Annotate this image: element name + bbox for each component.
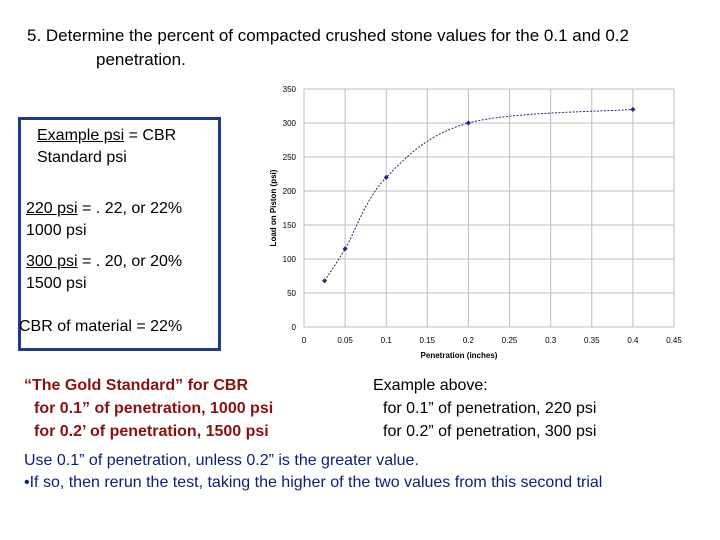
gold-standard-02: for 0.2’ of penetration, 1500 psi <box>34 423 269 440</box>
calc-02-denominator: 1500 psi <box>26 275 87 292</box>
y-tick-label: 200 <box>283 187 297 196</box>
data-point <box>322 278 328 284</box>
y-tick-label: 150 <box>283 221 297 230</box>
y-tick-label: 100 <box>283 255 297 264</box>
calc-formula-numerator: Example psi <box>37 127 125 144</box>
data-point <box>342 246 348 252</box>
data-point <box>465 120 471 126</box>
y-tick-label: 350 <box>283 85 297 94</box>
calc-02-line: 300 psi = . 20, or 20% <box>26 252 182 272</box>
x-axis-label: Penetration (inches) <box>421 351 498 360</box>
y-tick-label: 300 <box>283 119 297 128</box>
y-tick-labels: 0 50 100 150 200 250 300 350 <box>283 85 297 332</box>
calc-formula-rest: = CBR <box>124 127 177 144</box>
x-tick-label: 0.3 <box>545 336 557 345</box>
data-point <box>630 106 636 112</box>
calc-formula-denominator: Standard psi <box>37 149 127 166</box>
x-tick-label: 0.15 <box>420 336 436 345</box>
x-tick-label: 0.05 <box>337 336 353 345</box>
series-line <box>324 108 633 282</box>
y-tick-label: 50 <box>287 289 296 298</box>
x-tick-label: 0.2 <box>463 336 475 345</box>
example-above-02: for 0.2” of penetration, 300 psi <box>383 423 597 440</box>
y-tick-label: 250 <box>283 153 297 162</box>
x-tick-label: 0.1 <box>381 336 393 345</box>
load-penetration-chart: 0 0.05 0.1 0.15 0.2 0.25 0.3 0.35 0.4 0.45 0 50 100… <box>269 85 683 360</box>
calc-01-result: = . 22, or 22% <box>77 200 183 217</box>
calc-02-numerator: 300 psi <box>26 253 78 270</box>
series-points <box>322 106 636 284</box>
calc-02-result: = . 20, or 20% <box>77 253 183 270</box>
footer-note-1: Use 0.1” of penetration, unless 0.2” is … <box>24 452 419 469</box>
x-tick-labels: 0 0.05 0.1 0.15 0.2 0.25 0.3 0.35 0.4 0.45 <box>302 336 683 345</box>
gold-standard-title: “The Gold Standard” for CBR <box>24 377 248 394</box>
gold-standard-01: for 0.1” of penetration, 1000 psi <box>34 400 274 417</box>
slide-title-line-1: 5. Determine the percent of compacted cr… <box>27 26 629 45</box>
x-tick-label: 0.45 <box>666 336 682 345</box>
y-tick-label: 0 <box>292 323 297 332</box>
cbr-of-material: CBR of material = 22% <box>19 318 183 335</box>
calc-formula-line: Example psi = CBR <box>37 126 176 146</box>
example-above-title: Example above: <box>373 377 488 394</box>
calculation-box: Example psi = CBR Standard psi 220 psi =… <box>18 117 221 351</box>
calc-01-line: 220 psi = . 22, or 22% <box>26 199 182 219</box>
x-tick-label: 0.25 <box>502 336 518 345</box>
y-axis-label: Load on Piston (psi) <box>269 169 278 246</box>
data-point <box>383 174 389 180</box>
chart-grid <box>303 88 675 328</box>
footer-note-2: •If so, then rerun the test, taking the … <box>24 474 603 491</box>
calc-01-numerator: 220 psi <box>26 200 78 217</box>
slide-title-line-2: penetration. <box>96 50 186 69</box>
x-tick-label: 0 <box>302 336 307 345</box>
x-tick-label: 0.35 <box>584 336 600 345</box>
calc-01-denominator: 1000 psi <box>26 222 87 239</box>
x-tick-label: 0.4 <box>627 336 639 345</box>
example-above-01: for 0.1” of penetration, 220 psi <box>383 400 597 417</box>
